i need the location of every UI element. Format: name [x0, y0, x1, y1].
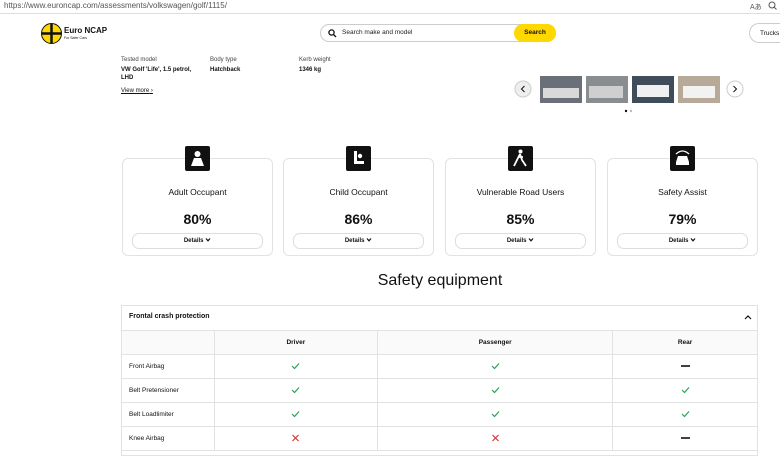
- field-label: Kerb weight: [299, 57, 331, 63]
- status-no: [292, 434, 300, 441]
- status-cell: [377, 426, 614, 451]
- chevron: [528, 238, 534, 242]
- logo-subtitle: For Safer Cars: [64, 36, 87, 40]
- status-cell: [377, 402, 614, 427]
- card-icon: [670, 146, 695, 171]
- card-score: 79%: [668, 211, 697, 227]
- panel-heading[interactable]: Frontal crash protection: [129, 313, 210, 320]
- card-title: Safety Assist: [658, 187, 707, 197]
- column-header: Driver: [213, 330, 379, 355]
- collapse-icon[interactable]: [744, 314, 752, 320]
- card-icon: [346, 146, 371, 171]
- status-yes: [491, 410, 500, 417]
- icon-glyph: [513, 149, 527, 167]
- card-title: Vulnerable Road Users: [476, 187, 565, 197]
- field-label: Body type: [210, 57, 237, 63]
- chevron: [690, 238, 696, 242]
- card-title: Child Occupant: [329, 187, 388, 197]
- view-more-text[interactable]: View more: [121, 88, 150, 94]
- field-label: Tested model: [121, 57, 157, 63]
- icon-glyph: [354, 151, 364, 164]
- url[interactable]: https://www.euroncap.com/assessments/vol…: [4, 1, 227, 10]
- card-icon: [185, 146, 210, 171]
- row-label: Front Airbag: [121, 354, 215, 379]
- table-row: Knee Airbag: [121, 426, 758, 451]
- column-header: Passenger: [377, 330, 614, 355]
- details-text[interactable]: Details: [668, 238, 689, 244]
- status-no: [491, 434, 499, 441]
- details-text[interactable]: Details: [506, 238, 527, 244]
- gallery-prev[interactable]: [514, 80, 532, 98]
- table-row: Belt Pretensioner: [121, 378, 758, 403]
- status-yes: [291, 410, 300, 417]
- gallery-next[interactable]: [726, 80, 744, 98]
- card-icon: [508, 146, 533, 171]
- status-cell: [612, 354, 758, 379]
- search-placeholder: Search make and model: [342, 29, 413, 36]
- status-cell: [213, 378, 379, 403]
- details-text[interactable]: Details: [344, 238, 365, 244]
- chevron: [205, 238, 211, 242]
- icon-glyph: [191, 151, 204, 166]
- details-button[interactable]: Details: [132, 233, 263, 249]
- svg-text:Aあ: Aあ: [750, 3, 762, 11]
- card-score: 80%: [183, 211, 212, 227]
- field-value: VW Golf 'Life', 1.5 petrol, LHD: [121, 67, 192, 81]
- row-label: Knee Airbag: [121, 426, 215, 451]
- logo-mark[interactable]: [41, 23, 62, 44]
- status-yes: [291, 386, 300, 393]
- search-box[interactable]: Search make and model Search: [320, 24, 556, 42]
- column-header: Rear: [612, 330, 758, 355]
- trucks-button[interactable]: Trucks & Vans: [749, 23, 780, 43]
- view-more[interactable]: View more ›: [121, 88, 153, 94]
- status-yes: [291, 362, 300, 369]
- logo-title[interactable]: Euro NCAP: [64, 26, 108, 35]
- row-label: Belt Loadlimiter: [121, 402, 215, 427]
- score-card: Adult Occupant 80% Details: [122, 158, 273, 256]
- chevron: [366, 238, 372, 242]
- status-cell: [612, 402, 758, 427]
- section-title: Safety equipment: [377, 272, 503, 289]
- status-yes: [491, 362, 500, 369]
- status-cell: [377, 378, 614, 403]
- score-card: Vulnerable Road Users 85% Details: [445, 158, 596, 256]
- table-row: Front Airbag: [121, 354, 758, 379]
- field-value: Hatchback: [210, 67, 241, 73]
- status-cell: [213, 402, 379, 427]
- row-label: Belt Pretensioner: [121, 378, 215, 403]
- search-icon: [328, 29, 337, 38]
- score-card: Safety Assist 79% Details: [607, 158, 758, 256]
- status-cell: [213, 354, 379, 379]
- status-none: [680, 436, 690, 439]
- status-yes: [681, 410, 690, 417]
- field-value: 1346 kg: [299, 67, 322, 73]
- gallery: [514, 76, 744, 113]
- card-score: 85%: [506, 211, 535, 227]
- equipment-table: Driver Passenger Rear Front Airbag Belt Pret…: [121, 330, 758, 451]
- search-button[interactable]: Search: [514, 24, 556, 42]
- browser-icons: Aあ: [750, 1, 777, 11]
- header-cell: [121, 330, 215, 355]
- status-cell: [213, 426, 379, 451]
- status-cell: [377, 354, 614, 379]
- status-yes: [681, 386, 690, 393]
- card-score: 86%: [344, 211, 373, 227]
- details-button[interactable]: Details: [293, 233, 424, 249]
- score-card: Child Occupant 86% Details: [283, 158, 434, 256]
- browser-bar: [0, 0, 780, 14]
- details-text[interactable]: Details: [183, 238, 204, 244]
- status-cell: [612, 426, 758, 451]
- details-button[interactable]: Details: [617, 233, 748, 249]
- details-button[interactable]: Details: [455, 233, 586, 249]
- status-cell: [612, 378, 758, 403]
- card-title: Adult Occupant: [168, 187, 227, 197]
- status-yes: [491, 386, 500, 393]
- status-none: [680, 364, 690, 367]
- icon-glyph: [675, 150, 690, 165]
- table-row: Belt Loadlimiter: [121, 402, 758, 427]
